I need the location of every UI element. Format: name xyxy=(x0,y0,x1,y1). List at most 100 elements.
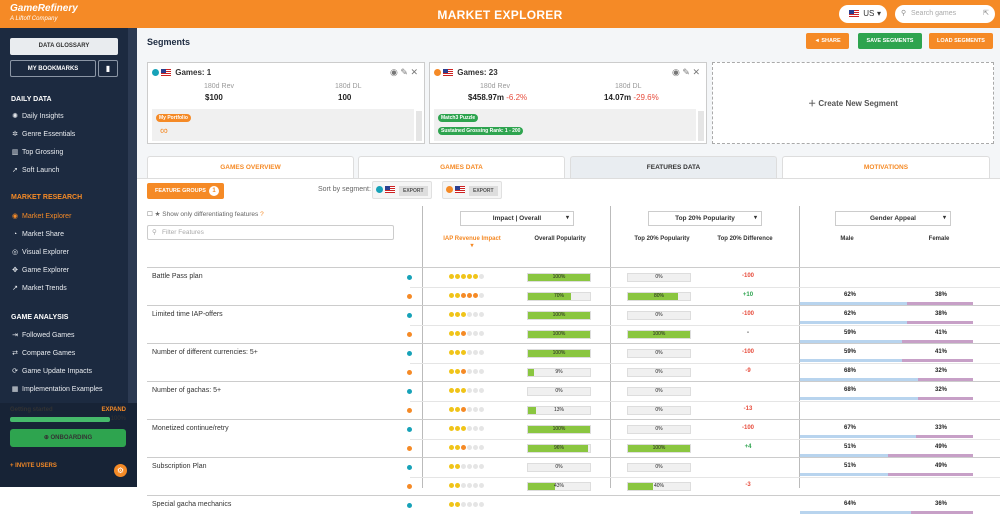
search-input[interactable]: ⚲ Search games ⇱ xyxy=(895,5,995,23)
expand-link[interactable]: EXPAND xyxy=(101,407,126,413)
female-bar xyxy=(918,378,973,381)
eye-icon[interactable]: ◉ xyxy=(390,67,398,77)
table-row[interactable]: Number of gachas: 5+ 0% 0% 68% 32% 13% 0% -13 xyxy=(147,381,1000,419)
overall-popularity-bar: 100% xyxy=(527,330,591,339)
popularity-dropdown[interactable]: Top 20% Popularity ▾ xyxy=(648,211,762,226)
sort-segment-1[interactable]: EXPORT xyxy=(372,181,432,199)
sidebar-item-followed-games[interactable]: ⇥ Followed Games xyxy=(12,330,74,342)
sidebar-item-market-explorer[interactable]: ◉ Market Explorer xyxy=(12,211,71,223)
table-row[interactable]: Special gacha mechanics 64% 36% xyxy=(147,495,1000,514)
sidebar-item-compare-games[interactable]: ⇄ Compare Games xyxy=(12,348,75,360)
filter-features-input[interactable]: ⚲ Filter Features xyxy=(147,225,394,240)
female-percent: 49% xyxy=(935,444,948,450)
table-row[interactable]: Subscription Plan 0% 0% 51% 49% 43% 40% -3 xyxy=(147,457,1000,495)
col-top20-difference[interactable]: Top 20% Difference xyxy=(717,236,773,242)
onboarding-button[interactable]: ⊕ ONBOARDING xyxy=(10,429,126,447)
feature-name: Number of different currencies: 5+ xyxy=(152,349,258,356)
bar-value: 96% xyxy=(553,445,564,451)
table-row[interactable]: Battle Pass plan 100% 0% -100 70% 80% +10 62% 38… xyxy=(147,267,1000,305)
close-icon[interactable]: ✕ xyxy=(692,67,700,77)
load-segments-button[interactable]: LOAD SEGMENTS xyxy=(929,33,993,49)
rating-dot xyxy=(461,502,466,507)
male-percent: 59% xyxy=(844,330,857,336)
tab-motivations[interactable]: MOTIVATIONS xyxy=(782,156,990,178)
segment-card-1[interactable]: Games: 1 ◉ ✎ ✕ 180d Rev 180d DL $100 100… xyxy=(147,62,425,144)
edit-icon[interactable]: ✎ xyxy=(400,67,408,77)
sort-segment-2[interactable]: EXPORT xyxy=(442,181,502,199)
top20-popularity-bar: 0% xyxy=(627,311,691,320)
table-row[interactable]: Limited time IAP-offers 100% 0% -100 62% 38% 1… xyxy=(147,305,1000,343)
col-top20-popularity[interactable]: Top 20% Popularity xyxy=(634,236,690,242)
rating-dot xyxy=(467,483,472,488)
rating-dot xyxy=(461,407,466,412)
sidebar-item-game-update-impacts[interactable]: ⟳ Game Update Impacts xyxy=(12,366,92,378)
bookmark-icon[interactable]: ▮ xyxy=(98,60,118,77)
bar-fill xyxy=(528,426,590,433)
female-bar xyxy=(916,435,973,438)
male-bar xyxy=(800,359,902,362)
card-scrollbar[interactable] xyxy=(416,111,422,141)
rating-dot xyxy=(455,312,460,317)
male-percent: 51% xyxy=(844,463,857,469)
sidebar-item-daily-insights[interactable]: ✺ Daily Insights xyxy=(12,111,64,123)
overall-popularity-bar: 96% xyxy=(527,444,591,453)
feature-groups-button[interactable]: FEATURE GROUPS 1 xyxy=(147,183,224,199)
impact-dropdown[interactable]: Impact | Overall ▾ xyxy=(460,211,574,226)
rating-dot xyxy=(479,426,484,431)
tab-games-overview[interactable]: GAMES OVERVIEW xyxy=(147,156,354,178)
sidebar-scrollbar[interactable] xyxy=(128,28,137,403)
export-button[interactable]: EXPORT xyxy=(469,186,498,196)
rating-dot xyxy=(473,483,478,488)
rating-dot xyxy=(455,445,460,450)
invite-users-link[interactable]: + INVITE USERS xyxy=(10,463,57,469)
show-differentiating-checkbox[interactable]: ☐ ★ Show only differentiating features ? xyxy=(147,211,264,218)
gender-dropdown[interactable]: Gender Appeal ▾ xyxy=(835,211,951,226)
female-bar xyxy=(902,359,973,362)
rating-dot xyxy=(479,445,484,450)
dl-label: 180d DL xyxy=(615,83,642,90)
save-segments-button[interactable]: SAVE SEGMENTS xyxy=(858,33,922,49)
sidebar-item-genre-essentials[interactable]: ✲ Genre Essentials xyxy=(12,129,75,141)
segment-dot xyxy=(407,275,412,280)
sidebar-item-implementation-examples[interactable]: ▦ Implementation Examples xyxy=(12,384,103,396)
sidebar-item-soft-launch[interactable]: ➚ Soft Launch xyxy=(12,165,59,177)
edit-icon[interactable]: ✎ xyxy=(682,67,690,77)
sidebar-item-market-trends[interactable]: ↗ Market Trends xyxy=(12,283,67,295)
card-scrollbar[interactable] xyxy=(698,111,704,141)
create-new-segment-button[interactable]: ＋ Create New Segment xyxy=(712,62,994,144)
close-icon[interactable]: ✕ xyxy=(410,67,418,77)
tab-features-data[interactable]: FEATURES DATA xyxy=(570,156,777,178)
data-glossary-button[interactable]: DATA GLOSSARY xyxy=(10,38,118,55)
table-row[interactable]: Number of different currencies: 5+ 100% 0%… xyxy=(147,343,1000,381)
my-bookmarks-button[interactable]: MY BOOKMARKS xyxy=(10,60,96,77)
settings-gear-icon[interactable]: ⚙ xyxy=(114,464,127,477)
sidebar-item-market-share[interactable]: ◔ Market Share xyxy=(13,229,64,241)
feature-name: Monetized continue/retry xyxy=(152,425,229,432)
row-divider xyxy=(410,477,1000,478)
overall-popularity-bar: 100% xyxy=(527,311,591,320)
segment-dot xyxy=(407,389,412,394)
iap-impact-rating xyxy=(449,293,485,300)
table-row[interactable]: Monetized continue/retry 100% 0% -100 67% 33%… xyxy=(147,419,1000,457)
export-button[interactable]: EXPORT xyxy=(399,186,428,196)
sidebar-item-visual-explorer[interactable]: ◎ Visual Explorer xyxy=(12,247,69,259)
share-button[interactable]: ◄ SHARE xyxy=(806,33,849,49)
sidebar-item-game-explorer[interactable]: ✥ Game Explorer xyxy=(12,265,69,277)
rating-dot xyxy=(449,426,454,431)
col-overall-popularity[interactable]: Overall Popularity xyxy=(534,236,586,242)
us-flag-icon xyxy=(443,69,453,77)
external-link-icon[interactable]: ⇱ xyxy=(983,10,989,17)
col-iap-revenue-impact[interactable]: IAP Revenue Impact ▾ xyxy=(443,236,501,249)
segment-card-2[interactable]: Games: 23 ◉ ✎ ✕ 180d Rev 180d DL $458.97… xyxy=(429,62,707,144)
section-game-analysis: GAME ANALYSIS xyxy=(11,314,69,321)
overall-popularity-bar: 9% xyxy=(527,368,591,377)
tab-games-data[interactable]: GAMES DATA xyxy=(358,156,565,178)
top20-popularity-bar: 0% xyxy=(627,273,691,282)
rating-dot xyxy=(467,293,472,298)
bar-value: 70% xyxy=(553,293,564,299)
logo[interactable]: GameRefinery A Liftoff Company xyxy=(10,3,78,23)
eye-icon[interactable]: ◉ xyxy=(672,67,680,77)
segment-dot xyxy=(407,503,412,508)
country-select[interactable]: US ▾ xyxy=(839,5,887,23)
sidebar-item-top-grossing[interactable]: ▥ Top Grossing xyxy=(12,147,64,159)
